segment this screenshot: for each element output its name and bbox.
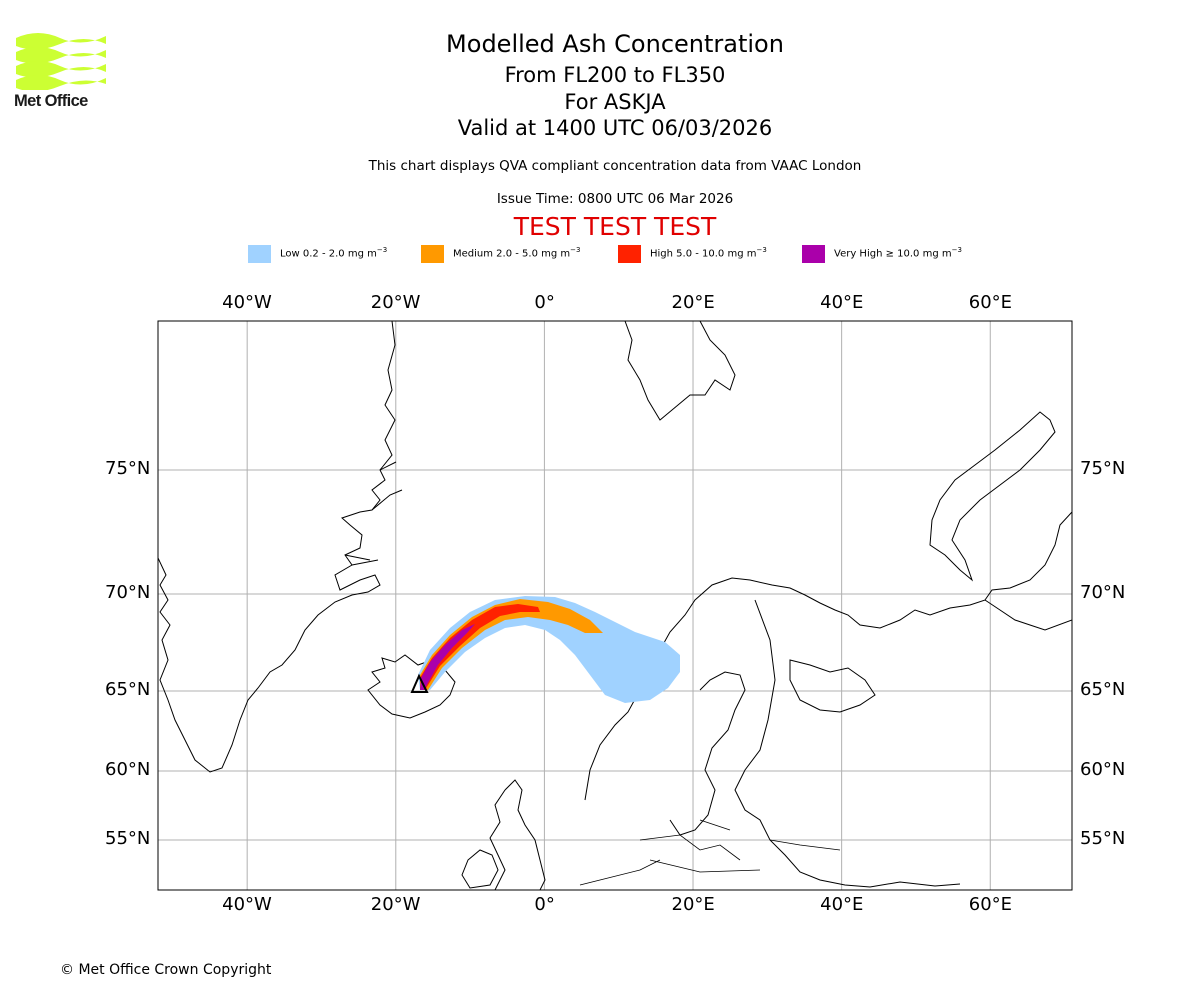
coastline-kola [789, 659, 876, 713]
map-background [158, 321, 1072, 890]
lon-tick-label-top: 20°W [370, 292, 421, 313]
lat-tick-label-left: 70°N [105, 582, 151, 603]
lon-tick-label-top: 40°E [820, 292, 864, 313]
lat-tick-label-left: 60°N [105, 759, 151, 780]
coastline-greenland [158, 321, 396, 773]
copyright: © Met Office Crown Copyright [60, 962, 272, 978]
lon-tick-label-bottom: 60°E [968, 894, 1013, 915]
coastline-svalbard [624, 321, 736, 421]
legend-label-medium: Medium 2.0 - 5.0 mg m [453, 248, 571, 260]
plume-very-high-concentration [420, 624, 475, 690]
map-gridlines [158, 321, 1072, 890]
lat-tick-label-right: 65°N [1080, 679, 1126, 700]
logo-text: Met Office [14, 92, 88, 110]
legend-unit-exponent: −3 [951, 246, 962, 254]
lat-tick-label-left: 55°N [105, 828, 151, 849]
volcano-name: For ASKJA [564, 90, 666, 114]
coastline-novaya-zemlya [929, 411, 1056, 582]
lat-tick-label-left: 75°N [105, 458, 151, 479]
legend-unit-exponent: −3 [376, 246, 388, 254]
volcano-source-marker-icon [410, 673, 429, 693]
legend-swatch-very-high [802, 245, 825, 263]
lat-tick-label-right: 75°N [1080, 458, 1126, 479]
legend-swatch-low [248, 245, 271, 263]
lon-tick-label-bottom: 20°W [370, 894, 421, 915]
legend-swatch-high [618, 245, 641, 263]
coastline-russia [984, 511, 1072, 601]
map-frame [157, 320, 1073, 891]
coastlines [158, 321, 1072, 890]
plume-medium-concentration [420, 599, 603, 690]
country-borders [579, 819, 841, 886]
lon-tick-label-top: 20°E [671, 292, 715, 313]
chart-description: This chart displays QVA compliant concen… [368, 158, 862, 174]
ash-plume [410, 596, 680, 703]
legend-unit-exponent: −3 [570, 246, 581, 254]
chart-title: Modelled Ash Concentration [446, 30, 784, 58]
lon-tick-label-top: 40°W [222, 292, 272, 313]
legend-label-high: High 5.0 - 10.0 mg m [650, 248, 757, 260]
coastline-ireland [461, 849, 499, 889]
lat-tick-label-right: 70°N [1080, 582, 1126, 603]
coastline-greenland-fjords [344, 461, 403, 566]
legend-label-very-high: Very High ≥ 10.0 mg m [834, 248, 952, 260]
issue-time: Issue Time: 0800 UTC 06 Mar 2026 [496, 191, 734, 207]
coastline-baltic [669, 599, 961, 888]
legend-swatch-medium [421, 245, 444, 263]
lon-tick-label-top: 0° [534, 292, 555, 313]
test-banner: TEST TEST TEST [513, 212, 717, 241]
concentration-legend: Low 0.2 - 2.0 mg m−3 Medium 2.0 - 5.0 mg… [0, 243, 1200, 265]
lat-tick-label-right: 60°N [1080, 759, 1126, 780]
legend-label-low: Low 0.2 - 2.0 mg m [280, 248, 377, 260]
legend-unit-exponent: −3 [756, 246, 767, 254]
lon-tick-label-bottom: 0° [534, 894, 555, 915]
met-office-logo: Met Office [14, 30, 108, 112]
lon-tick-label-bottom: 40°E [820, 894, 864, 915]
lat-tick-label-left: 65°N [105, 679, 151, 700]
met-office-wave-logo-icon [16, 33, 106, 90]
valid-time: Valid at 1400 UTC 06/03/2026 [457, 116, 773, 140]
lon-tick-label-bottom: 20°E [671, 894, 715, 915]
coastline-great-britain [489, 779, 546, 890]
flight-level-range: From FL200 to FL350 [504, 63, 726, 87]
lon-tick-label-top: 60°E [968, 292, 1013, 313]
lon-tick-label-bottom: 40°W [222, 894, 272, 915]
lat-tick-label-right: 55°N [1080, 828, 1126, 849]
